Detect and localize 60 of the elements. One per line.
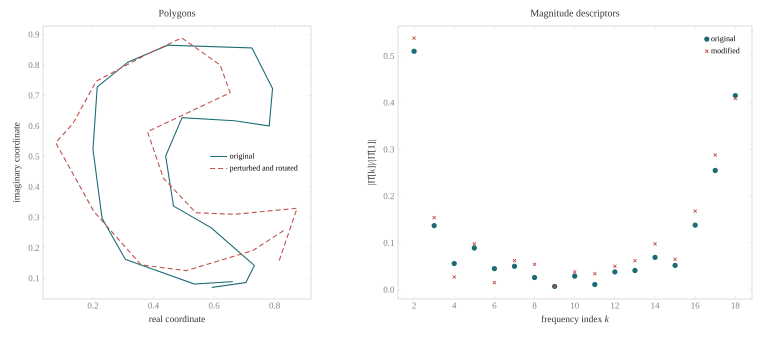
point: [672, 262, 678, 268]
point: [492, 280, 496, 285]
chart-title: Polygons: [158, 9, 196, 19]
x-tick-label: 6: [492, 302, 496, 309]
point: [693, 209, 698, 214]
y-tick-label: 0.6: [28, 122, 40, 129]
x-tick-label: 0.8: [269, 302, 280, 309]
y-tick-label: 0.3: [28, 214, 40, 220]
y-tick-label: 0.5: [28, 153, 40, 160]
line-series: [92, 44, 274, 288]
point: [592, 282, 598, 288]
point: [572, 273, 578, 279]
x-tick-label: 14: [651, 302, 660, 308]
point: [532, 262, 537, 266]
point: [592, 272, 597, 276]
y-tick-label: 0.2: [384, 193, 394, 200]
line-series: [55, 37, 298, 272]
y-axis-title: imaginary coordinate: [12, 122, 22, 203]
x-tick-label: 0.4: [148, 302, 159, 309]
x-tick-label: 16: [691, 302, 700, 309]
x-tick-label: 4: [452, 302, 456, 308]
y-tick-label: 0.8: [28, 62, 40, 68]
point: [692, 222, 698, 228]
point: [411, 48, 417, 54]
point: [652, 254, 658, 260]
x-tick-label: 10: [571, 302, 579, 309]
point: [452, 260, 457, 266]
x-tick-label: 12: [611, 302, 619, 308]
point: [712, 168, 718, 174]
x-tick-label: 0.6: [208, 302, 220, 309]
point: [472, 242, 476, 246]
x-axis-title: real coordinate: [148, 315, 205, 322]
y-axis-title: |Π̂[k]|/|Π̂[1]|: [368, 140, 376, 185]
point: [632, 268, 638, 274]
y-tick-label: 0.1: [28, 275, 39, 282]
x-tick-label: 18: [732, 302, 740, 309]
y-tick-label: 0.2: [28, 244, 39, 251]
chart-title: Magnitude descriptors: [530, 9, 620, 18]
point: [492, 266, 498, 272]
point: [612, 264, 617, 268]
y-tick-label: 0.3: [384, 146, 394, 152]
y-tick-label: 0.4: [28, 184, 40, 190]
point: [412, 36, 416, 40]
y-tick-label: 0.0: [384, 286, 394, 293]
x-tick-label: 0.2: [88, 302, 98, 309]
y-tick-label: 0.5: [384, 52, 394, 59]
y-tick-label: 0.4: [384, 100, 394, 106]
x-axis-title: frequency index k: [541, 315, 609, 324]
point: [432, 222, 437, 228]
y-tick-label: 0.1: [384, 240, 394, 246]
x-tick-label: 2: [412, 302, 416, 308]
point: [612, 269, 618, 275]
point: [472, 245, 477, 251]
point: [532, 274, 538, 280]
x-tick-label: 8: [532, 302, 536, 309]
point: [512, 264, 518, 269]
point: [572, 270, 577, 274]
y-tick-label: 0.7: [28, 92, 40, 99]
y-tick-label: 0.9: [28, 31, 40, 38]
point: [432, 216, 436, 220]
